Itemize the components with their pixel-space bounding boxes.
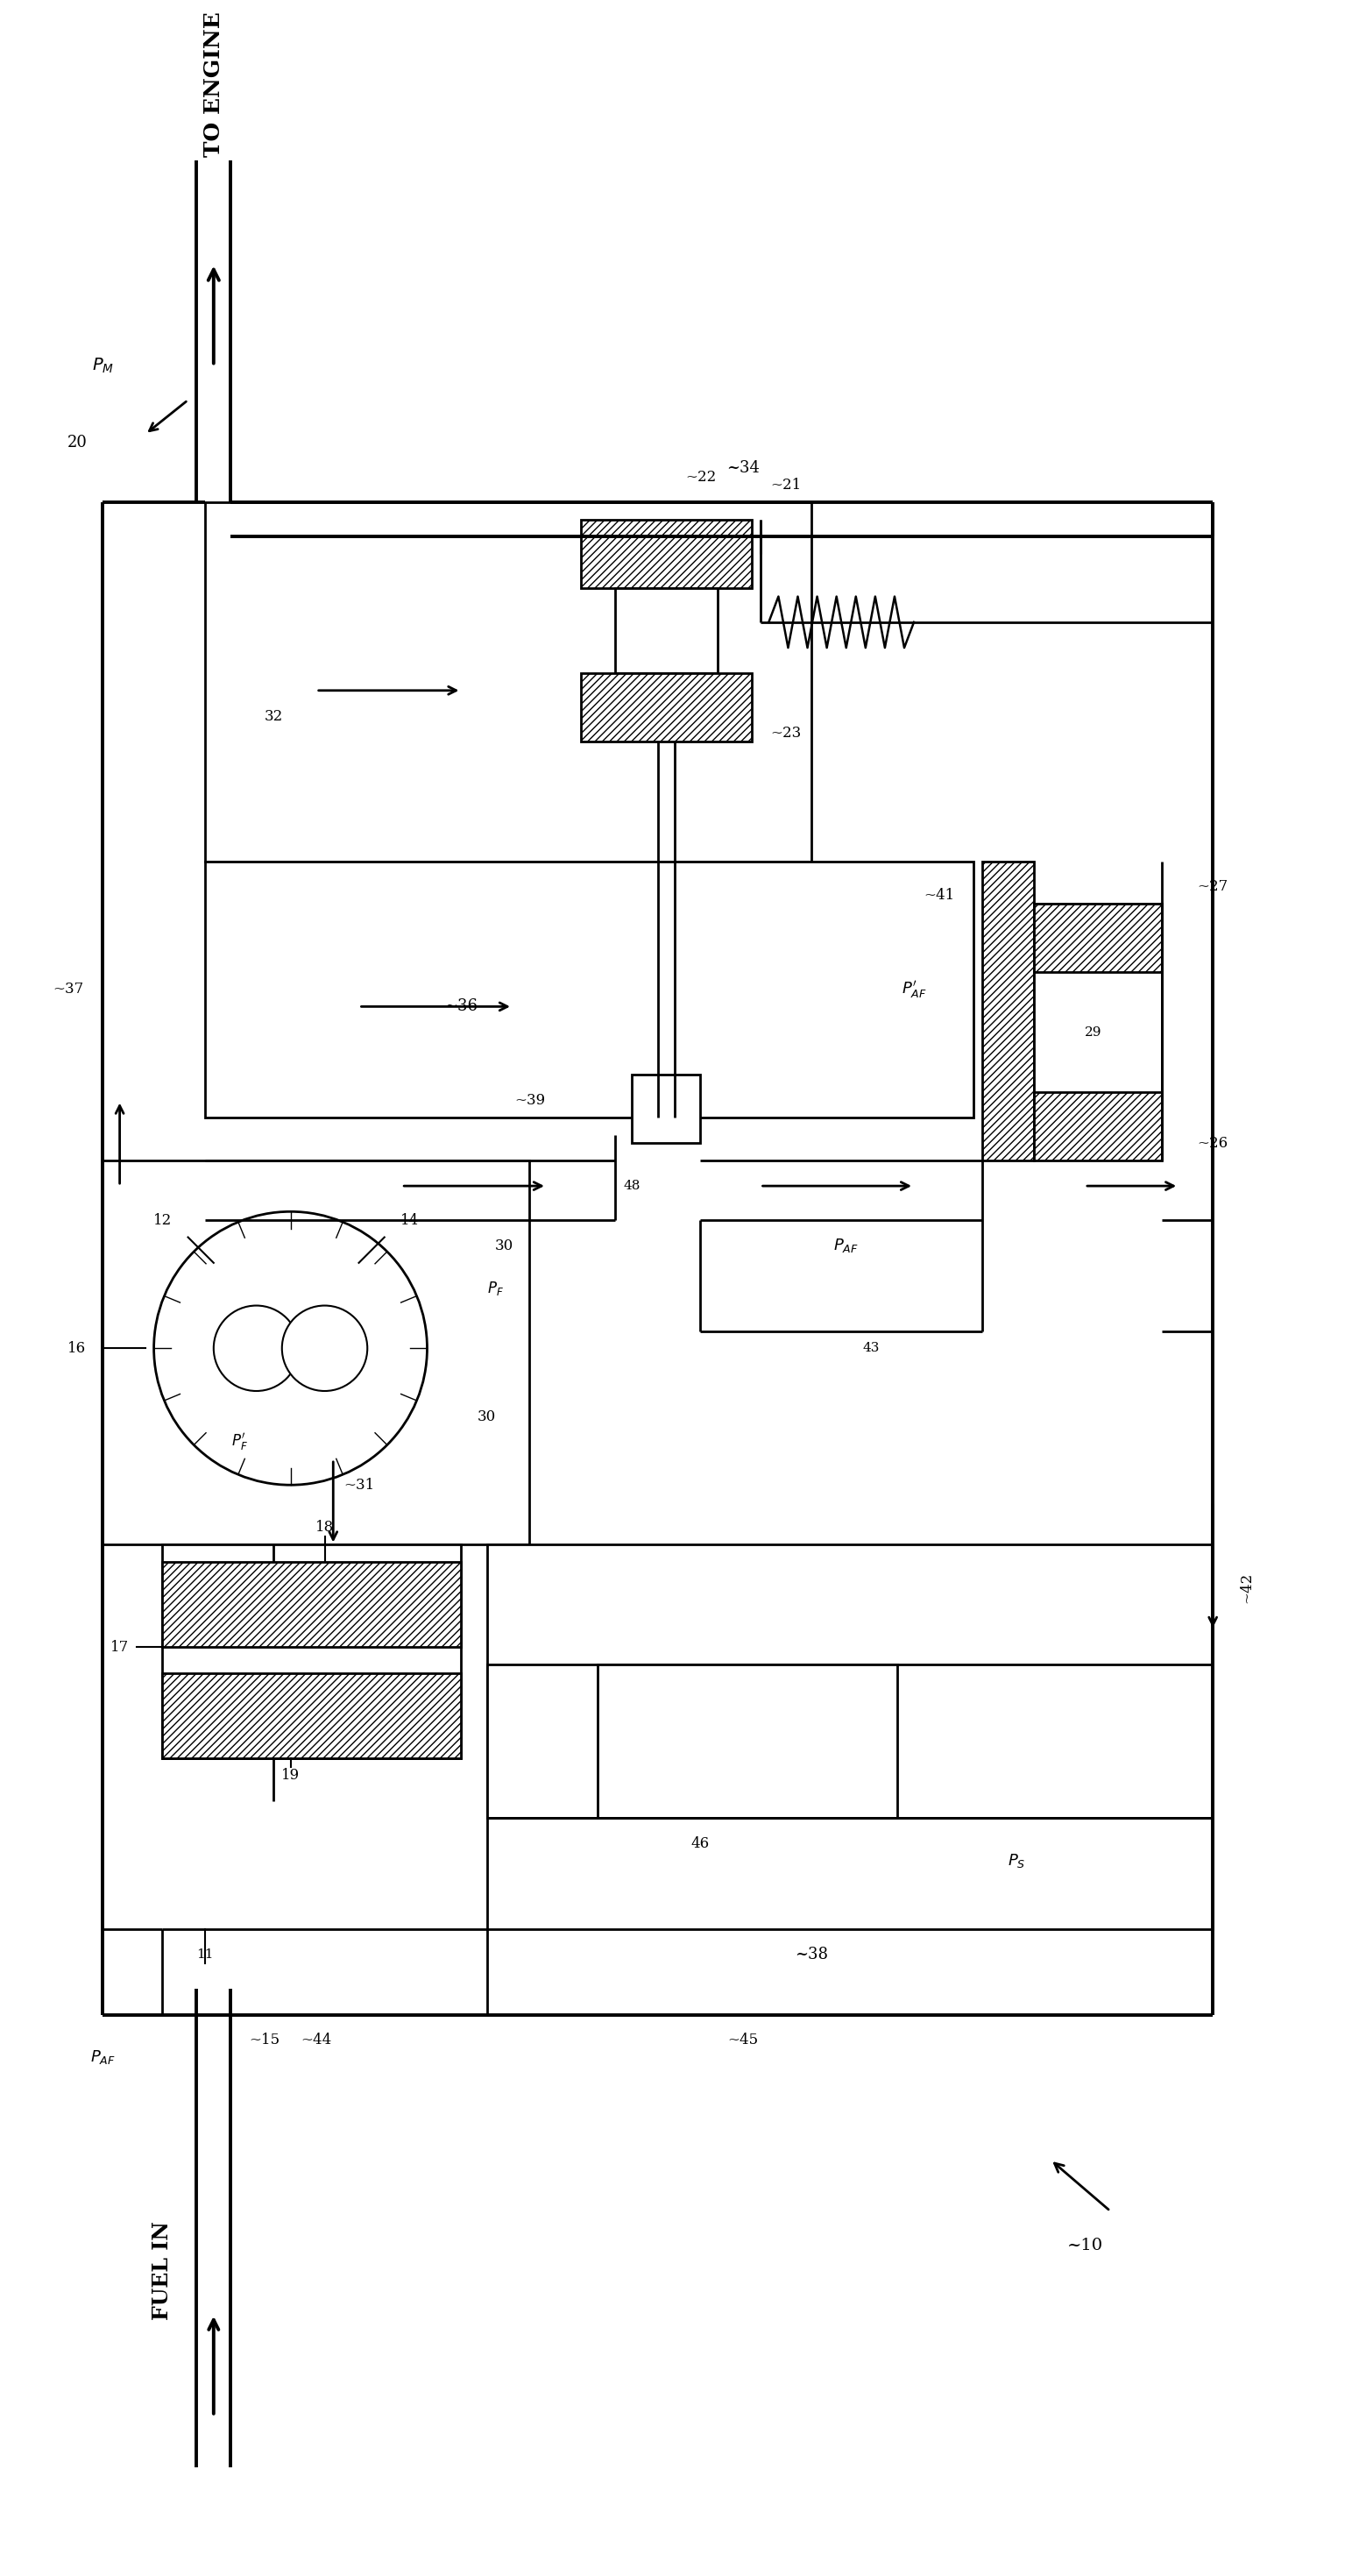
Circle shape: [281, 1306, 367, 1391]
Text: 30: 30: [477, 1409, 496, 1425]
Text: ~41: ~41: [924, 889, 955, 904]
Bar: [1033, 904, 1162, 1118]
Text: 32: 32: [264, 708, 283, 724]
Text: ~45: ~45: [727, 2032, 758, 2048]
Text: ~38: ~38: [795, 1947, 828, 1963]
Text: 19: 19: [281, 1767, 300, 1783]
Text: $P_F'$: $P_F'$: [231, 1432, 247, 1453]
Text: ~10: ~10: [1067, 2239, 1102, 2254]
Bar: [103, 1159, 530, 1546]
Text: 20: 20: [67, 435, 87, 451]
Text: $P_M$: $P_M$: [91, 355, 114, 376]
Text: ~15: ~15: [250, 2032, 280, 2048]
Text: 48: 48: [624, 1180, 640, 1193]
Bar: [1033, 1092, 1162, 1159]
Text: ~22: ~22: [685, 469, 716, 484]
Text: 18: 18: [315, 1520, 334, 1535]
Text: 46: 46: [692, 1837, 709, 1852]
Text: 17: 17: [110, 1641, 129, 1654]
Bar: [616, 587, 718, 672]
Text: ~23: ~23: [771, 726, 802, 742]
Text: 12: 12: [154, 1213, 171, 1229]
Bar: [1033, 904, 1162, 971]
Text: ~34: ~34: [727, 461, 760, 477]
Text: 29: 29: [1084, 1025, 1102, 1038]
Text: ~44: ~44: [300, 2032, 332, 2048]
Circle shape: [213, 1306, 299, 1391]
Bar: [162, 1672, 461, 1759]
Text: 30: 30: [495, 1239, 514, 1252]
Text: 43: 43: [863, 1342, 879, 1355]
Text: ~42: ~42: [1239, 1571, 1254, 1602]
Text: 11: 11: [197, 1947, 213, 1960]
Text: $P_F$: $P_F$: [487, 1280, 504, 1298]
Bar: [580, 672, 752, 742]
Bar: [487, 1546, 1212, 1929]
Text: 14: 14: [401, 1213, 420, 1229]
Text: $P_S$: $P_S$: [1007, 1852, 1026, 1870]
Text: ~39: ~39: [514, 1092, 545, 1108]
Bar: [983, 860, 1033, 1159]
Text: ~31: ~31: [344, 1479, 374, 1492]
Bar: [580, 520, 752, 587]
Text: $P_{AF}$: $P_{AF}$: [833, 1236, 859, 1255]
Bar: [632, 1074, 700, 1144]
Text: TO ENGINE: TO ENGINE: [202, 10, 224, 157]
Bar: [162, 1561, 461, 1646]
Text: FUEL IN: FUEL IN: [152, 2221, 173, 2321]
Bar: [162, 1546, 461, 1759]
Bar: [205, 502, 811, 860]
Text: ~26: ~26: [1197, 1136, 1229, 1151]
Text: ~21: ~21: [771, 479, 802, 492]
Bar: [487, 1664, 1212, 1819]
Text: ~37: ~37: [53, 981, 84, 997]
Text: ~27: ~27: [1197, 878, 1229, 894]
Text: $P_{AF}$: $P_{AF}$: [90, 2048, 116, 2066]
Bar: [598, 1664, 897, 1819]
Text: ~36: ~36: [444, 999, 478, 1015]
Circle shape: [154, 1211, 427, 1484]
Text: 16: 16: [68, 1342, 86, 1355]
Text: $P_{AF}'$: $P_{AF}'$: [901, 979, 927, 999]
Bar: [205, 860, 973, 1118]
